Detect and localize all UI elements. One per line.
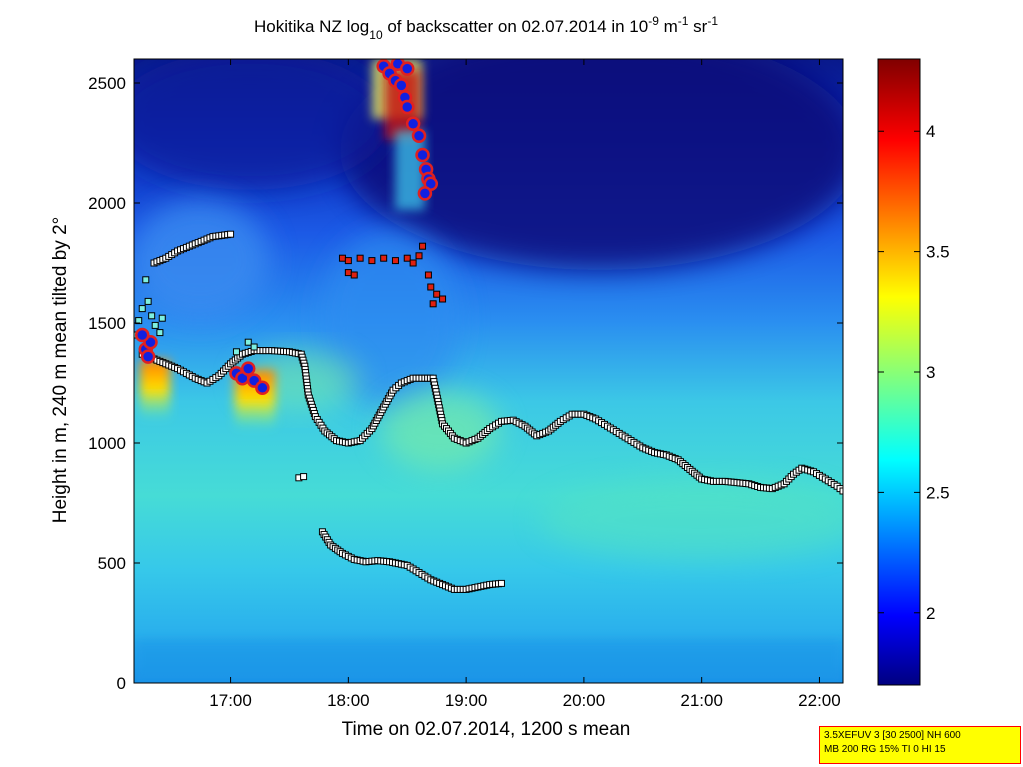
title-mid2: m — [659, 17, 678, 36]
cloud-dot-marker — [399, 99, 415, 115]
cloud-base-marker — [427, 283, 435, 291]
cyan-marker — [135, 317, 143, 325]
cyan-marker — [148, 312, 156, 320]
cloud-dot-marker — [411, 128, 427, 144]
y-tick-label: 2000 — [88, 194, 126, 213]
cloud-base-marker — [433, 290, 441, 298]
x-tick-label: 17:00 — [209, 691, 252, 710]
cloud-base-marker — [424, 271, 432, 279]
x-tick-label: 18:00 — [327, 691, 370, 710]
cloud-base-marker — [391, 257, 399, 265]
cloud-base-marker — [344, 257, 352, 265]
x-tick-label: 20:00 — [563, 691, 606, 710]
x-axis-label: Time on 02.07.2014, 1200 s mean — [342, 719, 631, 740]
boundary-layer-marker — [839, 487, 843, 495]
x-tick-label: 22:00 — [798, 691, 841, 710]
cloud-dot-marker — [405, 116, 421, 132]
y-tick-label: 0 — [117, 674, 126, 693]
plot-frame — [133, 58, 844, 684]
cloud-dot-marker — [140, 349, 156, 364]
cloud-dot-marker — [255, 380, 270, 396]
cyan-marker — [232, 348, 240, 356]
title-mid3: sr — [688, 17, 707, 36]
cloud-base-marker — [403, 254, 411, 262]
title-sup1: -9 — [648, 14, 659, 28]
title-mid: of backscatter on 02.07.2014 in 10 — [383, 17, 649, 36]
cloud-base-marker — [368, 257, 376, 265]
cloud-base-marker — [350, 271, 358, 279]
cloud-base-marker — [409, 259, 417, 267]
y-tick-label: 1000 — [88, 434, 126, 453]
lower-layer-marker — [497, 579, 505, 587]
cyan-marker — [151, 321, 159, 329]
x-tick-label: 21:00 — [680, 691, 723, 710]
colorbar-tick-label: 3 — [926, 363, 935, 382]
colorbar-tick-label: 2 — [926, 604, 935, 623]
cloud-base-marker — [419, 242, 427, 250]
colorbar-ticks: 2 2.5 3 3.5 4 — [878, 122, 950, 623]
y-tick-label: 2500 — [88, 74, 126, 93]
x-axis: 17:00 18:00 19:00 20:00 21:00 22:00 — [209, 59, 841, 710]
colorbar-tick-label: 3.5 — [926, 243, 950, 262]
cloud-dot-marker — [417, 186, 433, 201]
cyan-marker — [142, 276, 150, 284]
cloud-base-marker — [356, 254, 364, 262]
processing-info-box: 3.5XEFUV 3 [30 2500] NH 600 MB 200 RG 15… — [819, 726, 1021, 764]
chart-markers — [134, 59, 843, 593]
cloud-dot-marker — [394, 78, 409, 93]
upper-layer-marker — [227, 230, 235, 238]
cloud-base-marker — [338, 254, 346, 262]
colorbar-tick-label: 4 — [926, 122, 935, 141]
cloud-dot-marker — [399, 61, 415, 76]
title-sub: 10 — [369, 28, 383, 42]
isolated-marker — [300, 473, 308, 481]
cyan-marker — [250, 343, 258, 351]
cloud-dot-marker — [134, 327, 150, 343]
cloud-base-marker — [429, 300, 437, 308]
colorbar — [877, 58, 921, 686]
title-pre: Hokitika NZ log — [254, 17, 369, 36]
info-line-1: 3.5XEFUV 3 [30 2500] NH 600 — [824, 730, 961, 741]
title-sup2: -1 — [678, 14, 689, 28]
cloud-base-marker — [344, 269, 352, 277]
cloud-base-marker — [380, 254, 388, 262]
cyan-marker — [244, 338, 252, 346]
cyan-marker — [158, 314, 166, 322]
cloud-base-marker — [439, 295, 447, 303]
chart-title: Hokitika NZ log10 of backscatter on 02.0… — [254, 14, 718, 42]
cyan-marker — [156, 329, 164, 337]
y-tick-label: 500 — [98, 554, 126, 573]
cloud-base-marker — [415, 252, 423, 260]
y-axis-label: Height in m, 240 m mean tilted by 2° — [50, 217, 71, 523]
colorbar-tick-label: 2.5 — [926, 483, 950, 502]
cloud-dot-marker — [415, 147, 430, 163]
y-tick-label: 1500 — [88, 314, 126, 333]
title-sup3: -1 — [707, 14, 718, 28]
x-tick-label: 19:00 — [445, 691, 488, 710]
cyan-marker — [144, 297, 152, 305]
cloud-dot-marker — [240, 361, 256, 376]
cyan-marker — [138, 305, 146, 313]
y-axis: 0 500 1000 1500 2000 2500 — [88, 74, 843, 693]
info-line-2: MB 200 RG 15% TI 0 HI 15 — [824, 744, 946, 755]
